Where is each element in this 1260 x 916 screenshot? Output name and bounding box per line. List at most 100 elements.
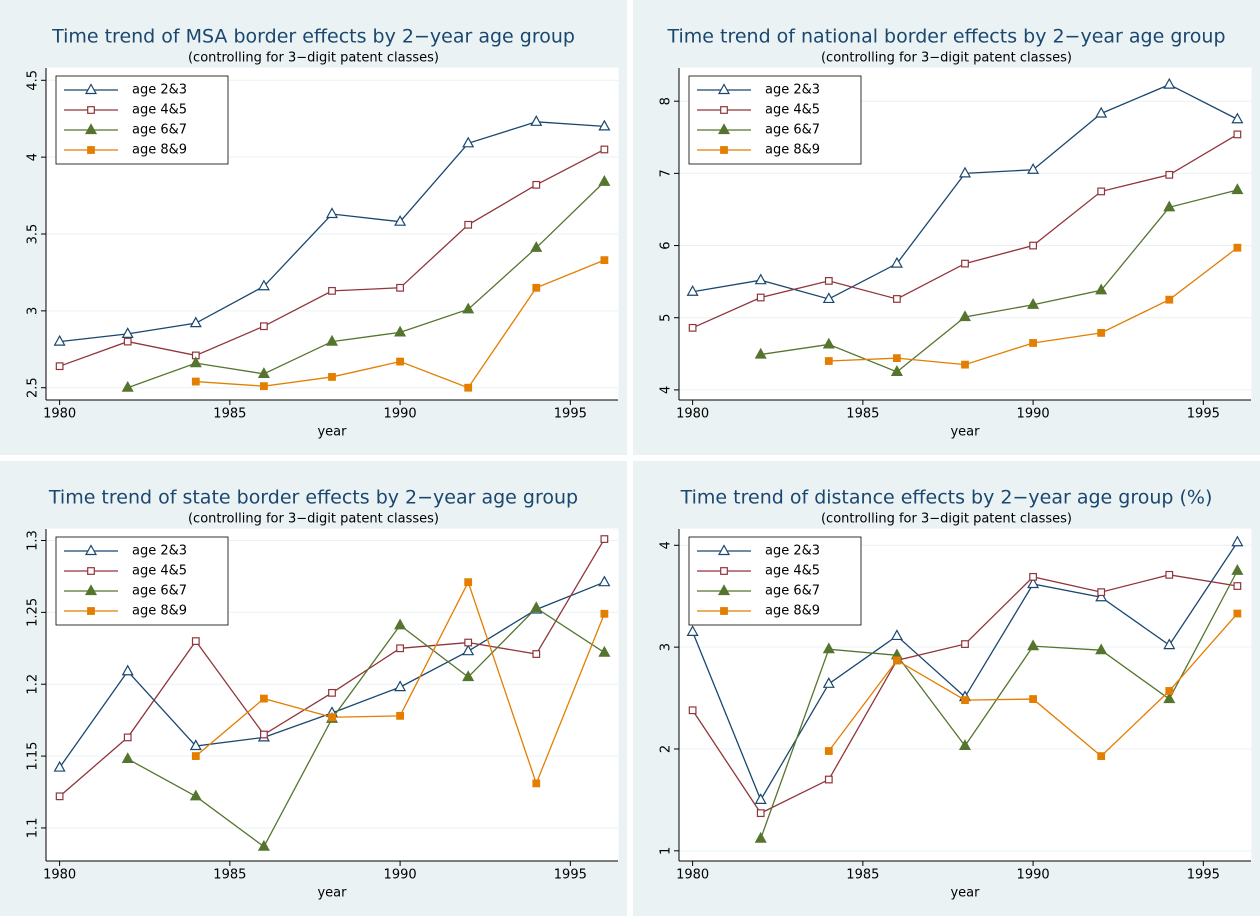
chart-title: Time trend of MSA border effects by 2−ye… xyxy=(51,26,575,48)
legend-label: age 2&3 xyxy=(132,83,187,98)
marker-triangle xyxy=(394,214,407,226)
chart-title: Time trend of distance effects by 2−year… xyxy=(680,487,1213,509)
marker-square xyxy=(532,180,541,189)
legend-box xyxy=(688,536,862,626)
x-tick-label: 1980 xyxy=(676,868,709,883)
marker-square xyxy=(191,752,200,760)
marker-square xyxy=(1165,570,1174,579)
marker-triangle xyxy=(530,241,543,252)
y-tick-label: 4 xyxy=(26,153,41,161)
series-line xyxy=(127,181,605,389)
marker-triangle xyxy=(394,680,407,692)
marker-triangle xyxy=(1231,183,1244,195)
marker-square xyxy=(720,607,728,615)
marker-triangle xyxy=(717,584,731,596)
marker-square xyxy=(720,146,728,154)
y-tick-label: 1.15 xyxy=(26,742,41,771)
marker-square xyxy=(824,357,833,365)
marker-square xyxy=(824,747,833,755)
marker-square xyxy=(260,694,268,703)
marker-triangle xyxy=(822,337,835,349)
marker-triangle xyxy=(394,325,407,337)
chart-subtitle: (controlling for 3−digit patent classes) xyxy=(188,51,439,66)
marker-square xyxy=(260,730,268,739)
marker-square xyxy=(600,535,609,543)
legend-label: age 2&3 xyxy=(132,544,187,559)
marker-square xyxy=(260,382,268,391)
marker-square xyxy=(1097,328,1106,337)
marker-triangle xyxy=(84,123,98,135)
marker-square xyxy=(600,256,609,265)
marker-square xyxy=(756,293,765,302)
marker-square xyxy=(600,145,609,154)
marker-square xyxy=(824,775,833,784)
marker-square xyxy=(1097,752,1106,761)
y-tick-label: 2.5 xyxy=(26,377,41,398)
marker-triangle xyxy=(717,544,731,556)
y-tick-label: 8 xyxy=(659,97,674,105)
marker-square xyxy=(191,377,200,386)
marker-triangle xyxy=(121,664,134,676)
y-tick-label: 4 xyxy=(659,386,674,394)
marker-triangle xyxy=(754,793,767,804)
legend-label: age 8&9 xyxy=(132,143,187,158)
y-tick-label: 1.1 xyxy=(26,818,41,839)
marker-square xyxy=(688,706,697,715)
marker-square xyxy=(464,638,473,647)
marker-square xyxy=(961,360,969,369)
y-tick-label: 5 xyxy=(659,314,674,322)
y-tick-label: 3.5 xyxy=(26,224,41,245)
x-axis-label: year xyxy=(950,886,980,901)
marker-square xyxy=(328,713,336,722)
marker-square xyxy=(893,354,901,363)
marker-triangle xyxy=(958,310,972,322)
marker-square xyxy=(893,295,901,303)
x-tick-label: 1985 xyxy=(213,868,246,883)
marker-triangle xyxy=(1163,200,1176,212)
marker-square xyxy=(1165,687,1174,695)
marker-square xyxy=(1029,241,1037,250)
marker-square xyxy=(1029,339,1037,347)
chart-subtitle: (controlling for 3−digit patent classes) xyxy=(821,51,1072,66)
marker-triangle xyxy=(257,839,270,851)
marker-square xyxy=(1029,572,1037,581)
marker-square xyxy=(464,578,473,587)
marker-triangle xyxy=(189,356,202,368)
marker-triangle xyxy=(1095,590,1108,602)
marker-triangle xyxy=(189,789,202,801)
chart-subtitle: (controlling for 3−digit patent classes) xyxy=(188,512,439,527)
x-tick-label: 1990 xyxy=(384,407,417,422)
marker-square xyxy=(961,640,969,648)
marker-square xyxy=(396,711,404,720)
x-tick-label: 1985 xyxy=(846,868,879,883)
marker-square xyxy=(756,809,765,818)
marker-triangle xyxy=(598,575,611,587)
marker-triangle xyxy=(1163,638,1176,650)
marker-square xyxy=(464,383,473,392)
marker-triangle xyxy=(1163,692,1176,704)
marker-square xyxy=(893,656,901,665)
marker-square xyxy=(961,259,969,268)
marker-triangle xyxy=(754,347,767,359)
y-tick-label: 4.5 xyxy=(26,70,41,91)
marker-square xyxy=(720,106,728,114)
marker-triangle xyxy=(890,256,903,268)
y-tick-label: 6 xyxy=(659,241,674,249)
marker-triangle xyxy=(53,760,66,772)
marker-triangle xyxy=(822,677,835,688)
x-tick-label: 1995 xyxy=(554,868,587,883)
legend-label: age 2&3 xyxy=(765,83,820,98)
marker-square xyxy=(961,696,969,704)
marker-square xyxy=(123,337,132,346)
marker-square xyxy=(191,637,200,646)
legend-label: age 6&7 xyxy=(765,584,820,599)
marker-square xyxy=(1165,295,1174,304)
marker-triangle xyxy=(189,316,202,328)
marker-triangle xyxy=(754,273,767,285)
marker-triangle xyxy=(325,334,339,346)
y-tick-label: 1.2 xyxy=(26,674,41,695)
marker-triangle xyxy=(530,601,543,613)
x-tick-label: 1980 xyxy=(676,407,709,422)
marker-square xyxy=(260,322,268,331)
